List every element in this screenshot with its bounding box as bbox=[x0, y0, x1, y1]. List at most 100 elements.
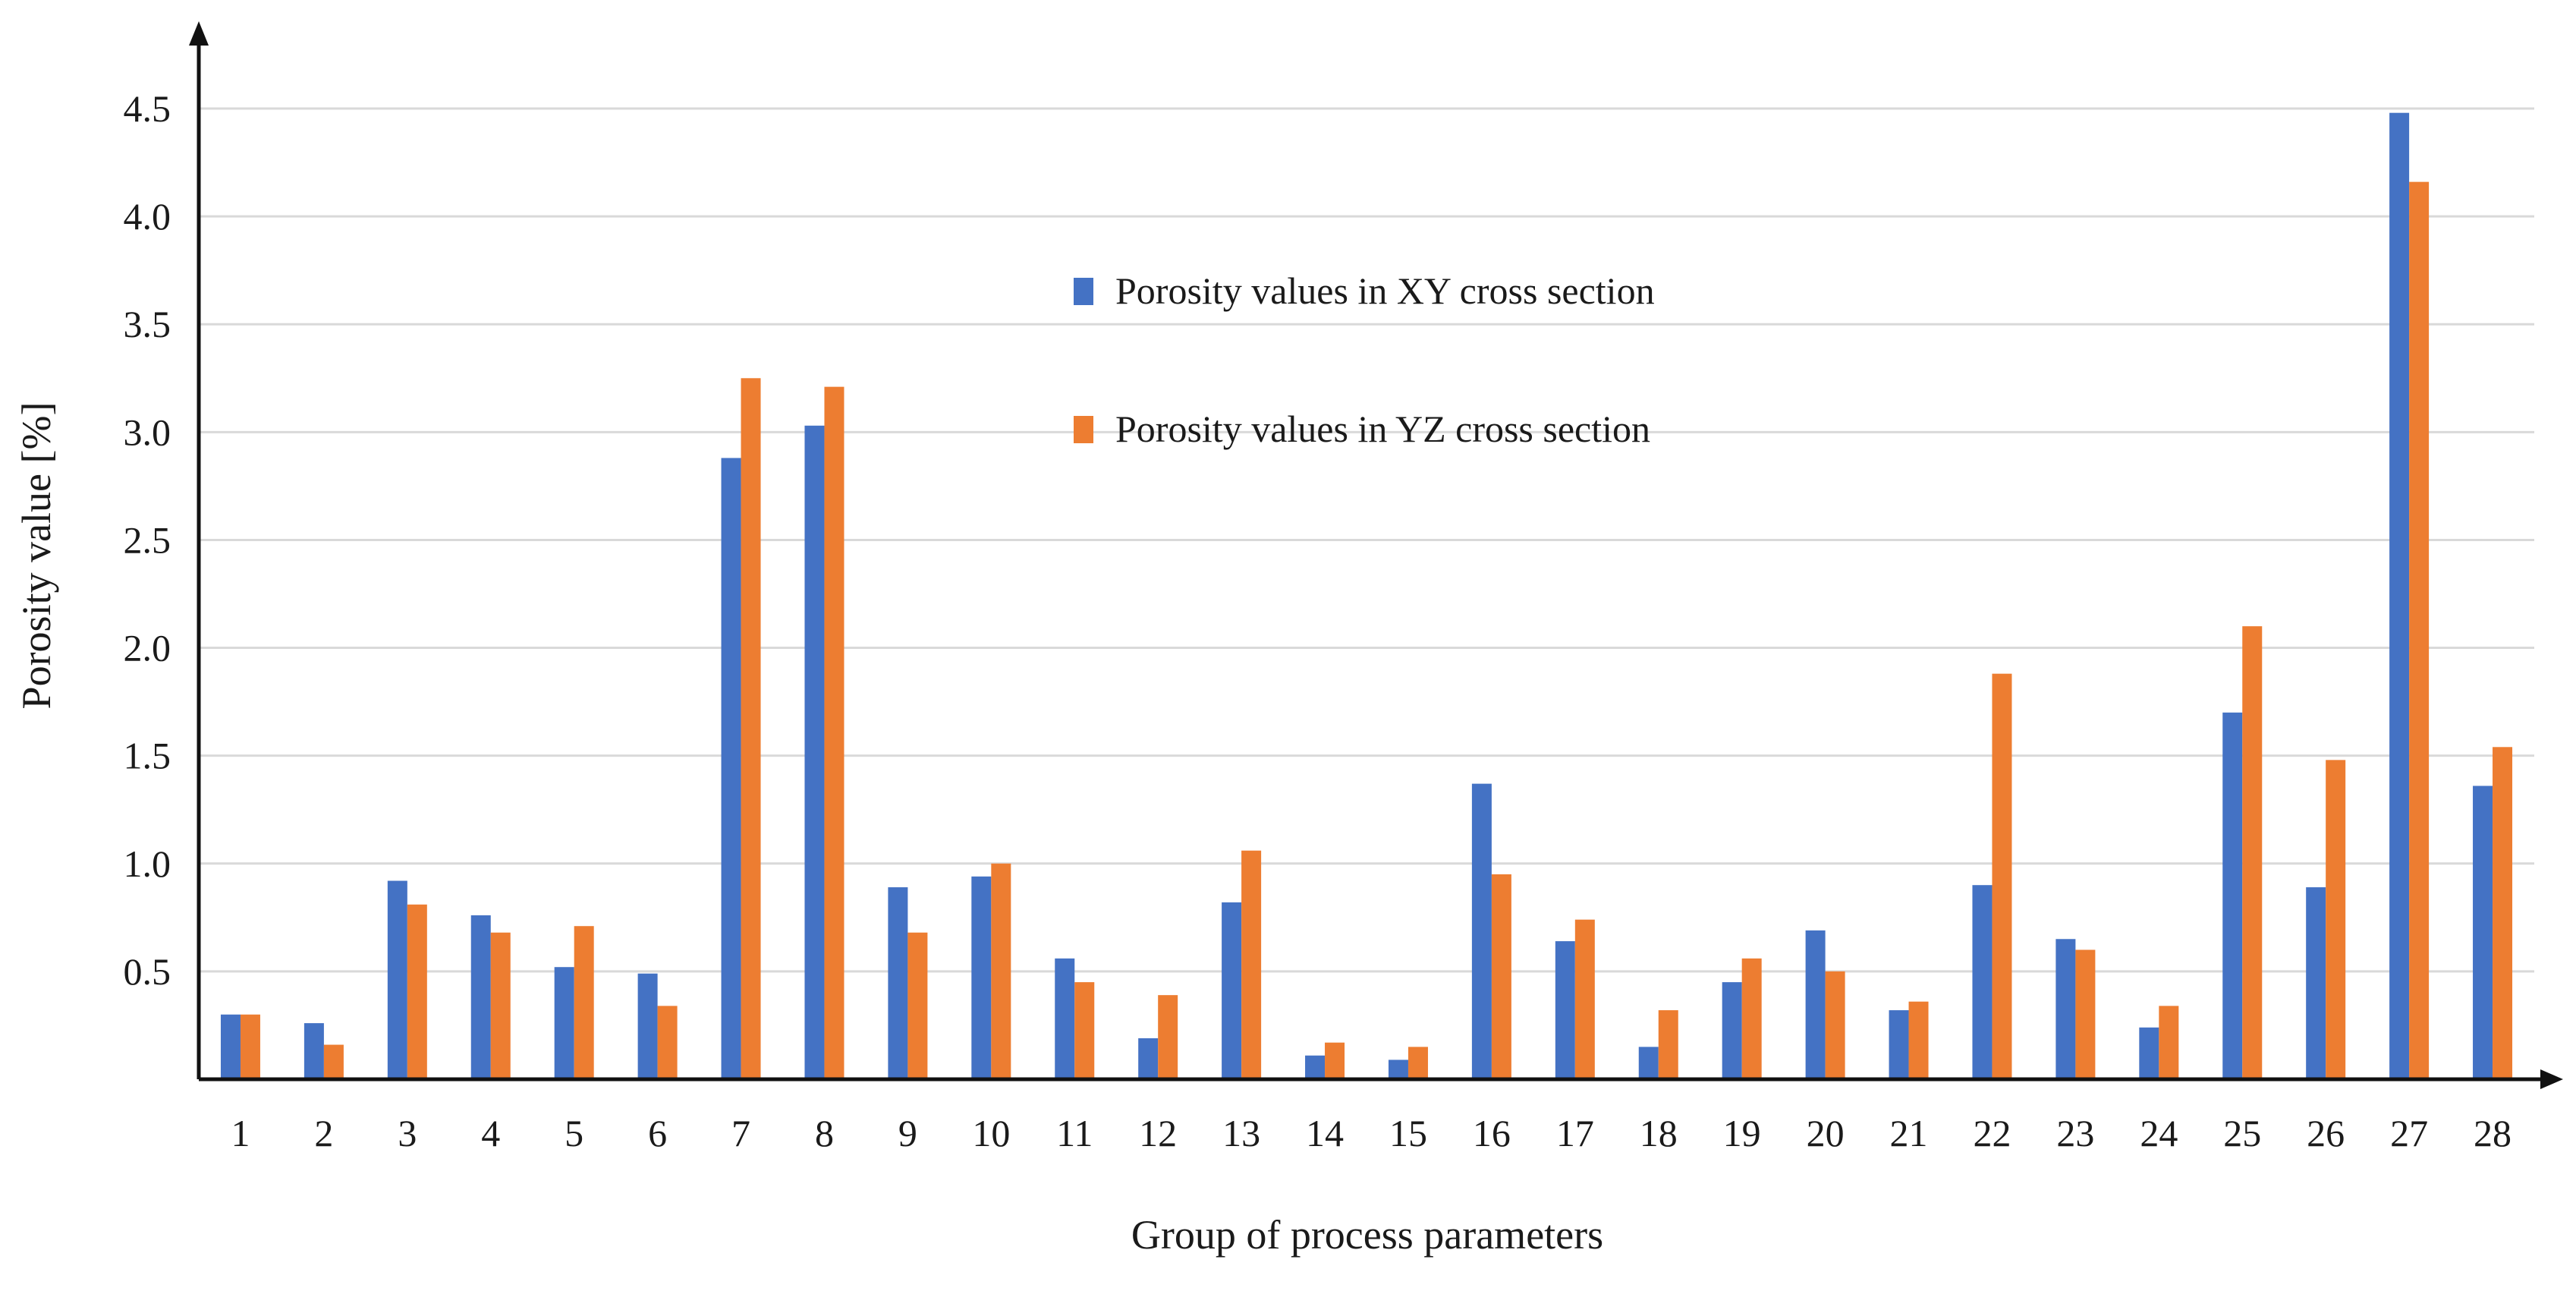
bar-xy bbox=[1138, 1038, 1159, 1079]
bar-yz bbox=[2326, 760, 2346, 1079]
bar-yz bbox=[2159, 1006, 2179, 1079]
bar-xy bbox=[804, 425, 825, 1079]
y-tick-label: 1.5 bbox=[124, 735, 171, 777]
x-tick-label: 26 bbox=[2307, 1112, 2345, 1154]
y-tick-label: 0.5 bbox=[124, 950, 171, 993]
bar-yz bbox=[1074, 982, 1095, 1079]
bar-yz bbox=[1992, 673, 2012, 1079]
bar-xy bbox=[721, 458, 741, 1079]
bar-xy bbox=[1722, 982, 1742, 1079]
bar-yz bbox=[1658, 1010, 1678, 1079]
bar-xy bbox=[470, 915, 491, 1079]
bars bbox=[220, 112, 2513, 1080]
bar-yz bbox=[323, 1044, 344, 1079]
bar-yz bbox=[907, 932, 928, 1079]
x-tick-label: 14 bbox=[1306, 1112, 1344, 1154]
x-tick-label: 22 bbox=[1973, 1112, 2011, 1154]
x-tick-label: 10 bbox=[972, 1112, 1010, 1154]
bar-xy bbox=[1222, 902, 1242, 1079]
bar-yz bbox=[1158, 995, 1178, 1079]
x-tick-label: 15 bbox=[1389, 1112, 1427, 1154]
bar-xy bbox=[1388, 1060, 1408, 1079]
bar-xy bbox=[888, 887, 908, 1079]
y-tick-label: 4.5 bbox=[124, 87, 171, 130]
x-tick-label: 13 bbox=[1222, 1112, 1260, 1154]
bar-xy bbox=[2306, 887, 2326, 1079]
bar-xy bbox=[2473, 786, 2493, 1079]
x-tick-labels: 1 2 3 4 5 6 7 8 9 10 11 12 13 14 15 16 17 18 19 20 21 22 23 24 2… bbox=[231, 1112, 2512, 1154]
bar-xy bbox=[220, 1014, 241, 1079]
bar-yz bbox=[824, 386, 845, 1079]
y-axis-arrow bbox=[189, 21, 209, 46]
bar-yz bbox=[1241, 850, 1262, 1079]
y-tick-label: 1.0 bbox=[124, 842, 171, 885]
x-tick-label: 25 bbox=[2223, 1112, 2261, 1154]
x-tick-label: 28 bbox=[2474, 1112, 2512, 1154]
bar-xy bbox=[1555, 941, 1575, 1079]
y-axis-title: Porosity value [%] bbox=[14, 402, 59, 710]
x-axis-title: Group of process parameters bbox=[1131, 1212, 1603, 1258]
bar-xy bbox=[554, 967, 574, 1079]
bar-xy bbox=[304, 1023, 324, 1079]
bar-xy bbox=[2055, 939, 2076, 1079]
bar-xy bbox=[1889, 1010, 1909, 1079]
bar-xy bbox=[2222, 712, 2243, 1079]
legend-label-xy: Porosity values in XY cross section bbox=[1115, 269, 1655, 312]
y-tick-label: 4.0 bbox=[124, 195, 171, 238]
bar-yz bbox=[2409, 181, 2430, 1080]
bar-xy bbox=[2389, 112, 2410, 1079]
x-tick-label: 23 bbox=[2056, 1112, 2094, 1154]
bar-yz bbox=[2075, 949, 2096, 1079]
bar-xy bbox=[637, 973, 658, 1079]
bar-yz bbox=[1325, 1042, 1345, 1079]
x-tick-label: 18 bbox=[1640, 1112, 1678, 1154]
bar-yz bbox=[1491, 874, 1511, 1079]
bar-yz bbox=[407, 904, 427, 1079]
bar-yz bbox=[2493, 747, 2513, 1079]
x-tick-label: 3 bbox=[398, 1112, 417, 1154]
bar-yz bbox=[1408, 1047, 1428, 1079]
x-tick-label: 16 bbox=[1473, 1112, 1511, 1154]
y-tick-label: 3.0 bbox=[124, 411, 171, 453]
y-tick-label: 3.5 bbox=[124, 303, 171, 345]
x-tick-label: 6 bbox=[648, 1112, 667, 1154]
bar-xy bbox=[1471, 783, 1492, 1079]
x-tick-label: 24 bbox=[2140, 1112, 2178, 1154]
gridlines bbox=[199, 107, 2534, 973]
bar-yz bbox=[1574, 919, 1595, 1079]
bar-yz bbox=[1825, 971, 1845, 1079]
axes bbox=[189, 21, 2563, 1089]
legend-swatch-yz bbox=[1074, 416, 1093, 443]
bar-yz bbox=[1908, 1001, 1929, 1079]
bar-yz bbox=[240, 1014, 260, 1079]
x-tick-label: 4 bbox=[481, 1112, 500, 1154]
bar-xy bbox=[1972, 885, 1993, 1079]
x-tick-label: 17 bbox=[1556, 1112, 1594, 1154]
bar-yz bbox=[2242, 626, 2263, 1079]
legend-swatch-xy bbox=[1074, 278, 1093, 305]
y-tick-label: 2.5 bbox=[124, 518, 171, 561]
x-tick-label: 12 bbox=[1139, 1112, 1177, 1154]
bar-yz bbox=[657, 1006, 678, 1079]
x-tick-label: 21 bbox=[1890, 1112, 1928, 1154]
bar-xy bbox=[1805, 930, 1826, 1079]
x-tick-label: 5 bbox=[565, 1112, 583, 1154]
x-tick-label: 8 bbox=[815, 1112, 834, 1154]
x-tick-label: 2 bbox=[314, 1112, 333, 1154]
bar-xy bbox=[1638, 1047, 1659, 1079]
bar-yz bbox=[574, 926, 594, 1079]
y-tick-label: 2.0 bbox=[124, 627, 171, 669]
x-axis-arrow bbox=[2540, 1069, 2563, 1089]
x-tick-label: 11 bbox=[1056, 1112, 1093, 1154]
bar-xy bbox=[2139, 1027, 2159, 1079]
bar-yz bbox=[1741, 958, 1762, 1079]
bar-xy bbox=[1305, 1055, 1326, 1079]
bar-yz bbox=[991, 863, 1011, 1079]
bar-yz bbox=[490, 932, 511, 1079]
bar-xy bbox=[971, 876, 992, 1079]
x-tick-label: 27 bbox=[2390, 1112, 2428, 1154]
x-tick-label: 9 bbox=[898, 1112, 917, 1154]
bar-xy bbox=[1055, 958, 1075, 1079]
